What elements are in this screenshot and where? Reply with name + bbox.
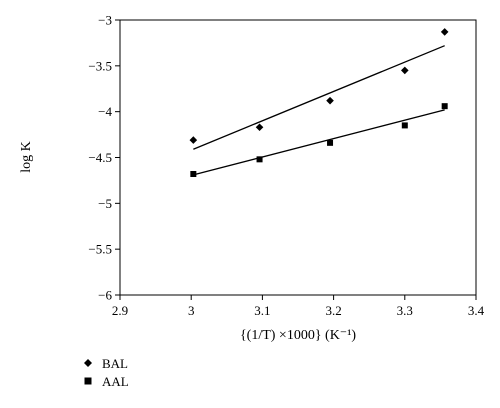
x-tick-label: 3.4	[468, 303, 485, 318]
plot-frame	[119, 19, 477, 296]
point-bal	[326, 96, 334, 105]
point-bal	[401, 66, 409, 75]
legend-label-aal: AAL	[102, 374, 129, 389]
y-axis-title: log K	[19, 141, 34, 173]
y-tick-label: −5.5	[88, 242, 112, 257]
y-tick-label: −6	[98, 288, 112, 303]
trendline-aal	[193, 109, 445, 176]
trendlines	[193, 45, 445, 176]
point-aal	[256, 156, 263, 163]
y-axis: −6 −5.5 −5 −4.5 −4 −3.5 −3	[88, 13, 120, 303]
legend-label-bal: BAL	[102, 356, 128, 371]
point-aal	[441, 103, 448, 110]
y-tick-label: −4	[98, 104, 112, 119]
x-tick-label: 3.1	[254, 303, 270, 318]
y-tick-label: −4.5	[88, 150, 112, 165]
point-aal	[190, 171, 197, 177]
legend-marker-bal	[84, 359, 92, 367]
y-tick-label: −3	[98, 13, 112, 28]
point-aal	[327, 139, 334, 146]
legend: BAL AAL	[84, 356, 129, 389]
x-tick-label: 3.2	[325, 303, 341, 318]
point-bal	[189, 136, 198, 144]
point-aal	[401, 122, 408, 129]
x-tick-label: 3	[188, 303, 195, 318]
point-bal	[255, 123, 264, 132]
y-tick-label: −3.5	[88, 58, 112, 73]
x-axis-title: {(1/T) ×1000} (K⁻¹)	[240, 328, 356, 343]
legend-marker-aal	[84, 377, 92, 385]
trendline-bal	[193, 45, 445, 150]
x-axis: 2.9 3 3.1 3.2 3.3 3.4	[112, 295, 485, 318]
x-tick-label: 2.9	[112, 303, 128, 318]
y-tick-label: −5	[98, 196, 112, 211]
point-bal	[440, 28, 449, 36]
x-tick-label: 3.3	[397, 303, 413, 318]
data-points	[189, 28, 449, 177]
